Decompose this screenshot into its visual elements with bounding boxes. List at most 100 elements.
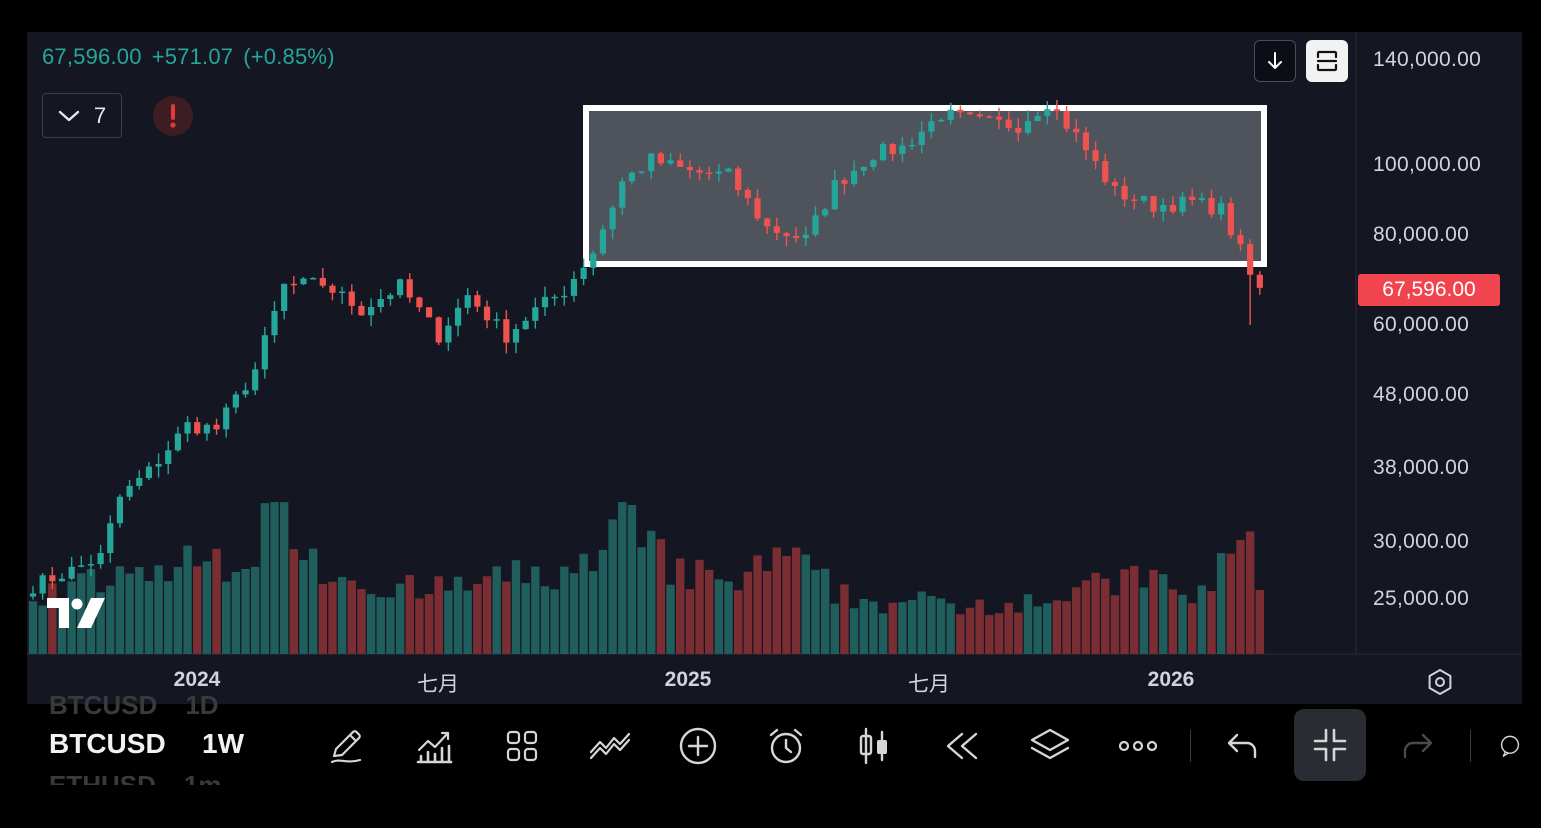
candle-body xyxy=(136,477,143,486)
volume-bar xyxy=(637,547,646,654)
candle-body xyxy=(425,307,433,318)
warning-button[interactable] xyxy=(153,96,193,136)
candle-body xyxy=(812,215,819,235)
candle-body xyxy=(667,160,674,164)
chart-canvas[interactable] xyxy=(27,32,1522,785)
candle-body xyxy=(329,285,336,293)
volume-bar xyxy=(782,555,791,654)
volume-bar xyxy=(212,548,221,654)
volume-bar xyxy=(521,583,530,654)
chart-settings-button[interactable] xyxy=(1424,666,1456,698)
volume-bar xyxy=(289,549,299,654)
undo-button[interactable] xyxy=(1220,724,1264,768)
candle-body xyxy=(1015,127,1022,133)
volume-bar xyxy=(917,591,926,654)
candle-body xyxy=(908,144,916,147)
candle-body xyxy=(184,422,191,434)
candle-body xyxy=(793,236,800,239)
volume-bar xyxy=(540,586,550,654)
candle-body xyxy=(802,234,809,239)
chat-button[interactable] xyxy=(1498,724,1522,768)
candle-body xyxy=(696,170,703,173)
volume-bar xyxy=(1014,612,1023,654)
alert-button[interactable] xyxy=(764,724,808,768)
volume-bar xyxy=(1110,595,1120,654)
redo-button[interactable] xyxy=(1396,724,1440,768)
candle-body xyxy=(1102,161,1109,183)
indicators-button[interactable] xyxy=(412,724,456,768)
add-button[interactable] xyxy=(676,724,720,768)
volume-bar xyxy=(666,584,675,654)
grid-icon xyxy=(506,730,538,762)
volume-bar xyxy=(1188,603,1197,654)
volume-bar xyxy=(193,566,202,654)
layers-button[interactable] xyxy=(1028,724,1072,768)
candle-body xyxy=(1121,185,1128,200)
replay-button[interactable] xyxy=(940,724,984,768)
candle-body xyxy=(754,198,761,219)
volume-bar xyxy=(347,580,356,654)
indicator-count: 7 xyxy=(93,102,107,128)
volume-bar xyxy=(366,594,376,654)
tradingview-logo-icon xyxy=(47,598,105,628)
volume-bar xyxy=(135,567,144,654)
symbol-picker-previous[interactable]: BTCUSD 1D xyxy=(49,690,219,721)
layout-grid-button[interactable] xyxy=(500,724,544,768)
add-circle-icon xyxy=(679,727,717,765)
symbol-selector[interactable]: BTCUSD xyxy=(49,728,166,759)
volume-bar xyxy=(154,565,163,654)
candle-body xyxy=(474,295,481,307)
volume-bar xyxy=(28,601,38,654)
volume-bar xyxy=(608,519,617,654)
ghost-interval: 1D xyxy=(185,690,219,720)
volume-bar xyxy=(1197,585,1207,654)
download-button[interactable] xyxy=(1254,40,1296,82)
symbol-picker-next[interactable]: ETHUSD 1m xyxy=(49,770,221,785)
toolbar-divider xyxy=(1190,730,1191,762)
more-button[interactable] xyxy=(1116,724,1160,768)
volume-bar xyxy=(753,555,762,654)
volume-bars xyxy=(28,502,1265,654)
price-axis-label: 140,000.00 xyxy=(1373,48,1482,71)
time-axis-label: 2026 xyxy=(1147,668,1195,691)
volume-bar xyxy=(994,613,1004,654)
candle-body xyxy=(445,325,452,343)
range-box[interactable] xyxy=(583,105,1267,267)
volume-bar xyxy=(772,547,782,654)
candle-body xyxy=(512,329,520,343)
patterns-button[interactable] xyxy=(588,724,632,768)
volume-bar xyxy=(685,589,695,654)
candle-body xyxy=(213,424,220,430)
candle-body xyxy=(570,279,578,296)
candle-body xyxy=(97,553,104,565)
drawing-tool-button[interactable] xyxy=(324,724,368,768)
volume-bar xyxy=(569,573,579,654)
candle-body xyxy=(232,394,239,408)
candle-body xyxy=(609,207,616,230)
volume-bar xyxy=(337,576,347,654)
volume-bar xyxy=(67,581,76,654)
fit-screen-button[interactable] xyxy=(1306,40,1348,82)
volume-bar xyxy=(560,566,569,654)
candle-body xyxy=(1179,196,1186,212)
volume-bar xyxy=(164,581,173,654)
candle-body xyxy=(764,218,771,227)
candle-body xyxy=(406,279,413,298)
redo-icon xyxy=(1403,733,1433,759)
volume-bar xyxy=(869,601,878,654)
bar-style-button[interactable] xyxy=(852,724,896,768)
candle-body xyxy=(58,578,66,582)
volume-bar xyxy=(299,560,308,654)
candle-body xyxy=(87,564,95,566)
candle-body xyxy=(986,116,993,118)
volume-bar xyxy=(482,576,492,654)
candle-body xyxy=(677,160,684,167)
indicators-toggle-button[interactable]: 7 xyxy=(42,93,122,138)
candle-body xyxy=(1160,204,1167,212)
candlesticks xyxy=(29,99,1263,600)
chart-frame[interactable]: 67,596.00 +571.07 (+0.85%) 7 140,000.00 10… xyxy=(27,32,1522,785)
candle-body xyxy=(416,297,423,308)
collapse-button[interactable] xyxy=(1294,709,1366,781)
interval-selector[interactable]: 1W xyxy=(202,728,244,759)
candle-body xyxy=(957,109,964,113)
